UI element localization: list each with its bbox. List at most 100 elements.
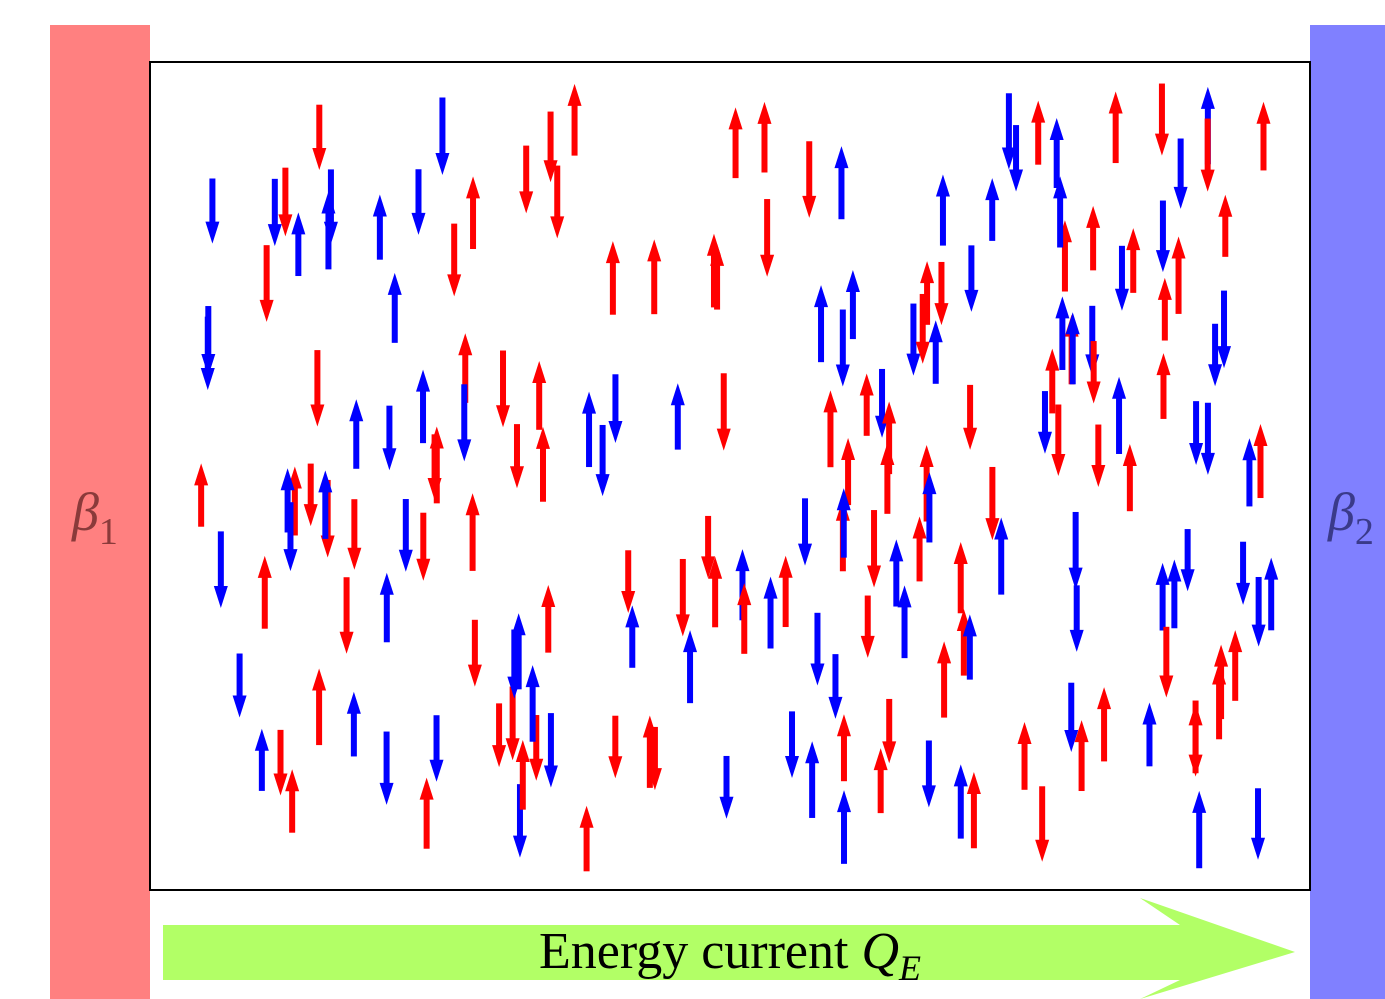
spin-arrow — [267, 178, 282, 247]
arrow-shaft — [291, 487, 298, 536]
arrow-head — [372, 194, 387, 217]
arrow-head — [1212, 662, 1227, 685]
arrow-shaft — [939, 195, 946, 246]
arrow-head — [906, 353, 921, 376]
spin-arrow — [1256, 101, 1271, 171]
arrow-shaft — [431, 434, 438, 480]
spin-arrow — [963, 384, 978, 450]
arrow-head — [964, 289, 979, 312]
spin-arrow — [701, 515, 716, 579]
arrow-head — [278, 214, 293, 237]
spin-arrow — [1049, 117, 1064, 189]
arrow-head — [859, 373, 874, 396]
spin-arrow — [1189, 401, 1204, 465]
arrow-shaft — [1163, 626, 1170, 677]
arrow-head — [647, 239, 662, 262]
arrow-head — [778, 555, 793, 578]
arrow-shaft — [1101, 708, 1108, 762]
arrow-shaft — [462, 354, 469, 403]
arrow-shaft — [806, 141, 813, 197]
arrow-head — [845, 269, 860, 292]
arrow-head — [1256, 101, 1271, 124]
spin-arrow — [966, 771, 981, 849]
spin-arrows — [194, 83, 1279, 872]
spin-arrow — [605, 241, 620, 315]
spin-arrow — [1212, 662, 1227, 740]
spin-arrow — [1200, 402, 1215, 475]
spin-arrow — [760, 199, 775, 277]
arrow-shaft — [720, 373, 727, 430]
spin-arrow — [836, 488, 851, 558]
arrow-shaft — [1069, 333, 1076, 385]
arrow-head — [509, 466, 524, 489]
arrow-shaft — [612, 715, 619, 758]
arrow-head — [529, 758, 544, 781]
arrow-head — [595, 474, 610, 497]
spin-arrow — [1097, 687, 1112, 762]
arrow-shaft — [741, 604, 748, 654]
spin-arrow — [349, 399, 364, 469]
arrow-shaft — [732, 128, 739, 179]
spin-arrow — [1065, 312, 1080, 385]
spin-arrow — [312, 104, 327, 171]
arrow-shaft — [767, 597, 774, 649]
arrow-head — [1122, 443, 1137, 466]
arrow-head — [835, 364, 850, 387]
arrow-head — [966, 771, 981, 794]
arrow-head — [828, 696, 843, 719]
spin-arrow — [1251, 788, 1266, 860]
current-symbol: Q — [861, 923, 899, 980]
arrow-shaft — [761, 122, 768, 173]
spin-arrow — [1264, 557, 1279, 631]
arrow-head — [1086, 205, 1101, 228]
arrow-shaft — [1159, 583, 1166, 631]
arrow-shaft — [263, 245, 270, 301]
arrow-shaft — [1005, 93, 1012, 149]
arrow-head — [919, 445, 934, 468]
spin-arrow — [416, 512, 431, 581]
arrow-shaft — [809, 762, 816, 818]
arrow-head — [882, 401, 897, 424]
arrow-shaft — [423, 798, 430, 849]
arrow-head — [312, 148, 327, 171]
arrow-shaft — [1161, 298, 1168, 341]
arrow-shaft — [420, 512, 427, 560]
arrow-head — [985, 518, 1000, 541]
spin-arrow — [382, 405, 397, 471]
arrow-shaft — [1184, 529, 1191, 571]
arrow-shaft — [1232, 651, 1239, 701]
spin-arrow — [467, 619, 482, 687]
spin-arrow — [994, 517, 1009, 595]
arrow-head — [1126, 228, 1141, 251]
arrow-head — [273, 773, 288, 796]
arrow-head — [834, 146, 849, 169]
arrow-head — [525, 665, 540, 688]
spin-arrow — [512, 784, 527, 858]
spin-arrow — [1253, 423, 1268, 499]
arrow-shaft — [646, 736, 653, 788]
arrow-shaft — [1090, 341, 1097, 383]
arrow-shaft — [1177, 138, 1184, 188]
arrow-shaft — [910, 303, 917, 355]
spin-arrow — [1068, 511, 1083, 590]
arrow-shaft — [612, 374, 619, 422]
arrow-head — [1159, 675, 1174, 698]
spin-arrow — [921, 740, 936, 808]
arrow-head — [347, 547, 362, 570]
spin-arrow — [763, 576, 778, 649]
arrow-head — [1142, 702, 1157, 725]
arrow-shaft — [651, 260, 658, 315]
arrow-head — [532, 361, 547, 384]
spin-arrow — [465, 493, 480, 571]
spin-arrow — [1037, 391, 1052, 454]
spin-arrow — [1051, 404, 1066, 476]
arrow-shaft — [1055, 404, 1062, 455]
spin-arrow — [708, 556, 723, 628]
arrow-head — [1114, 288, 1129, 311]
spin-arrow — [608, 374, 623, 443]
spin-arrow — [1208, 323, 1223, 387]
arrow-head — [889, 539, 904, 562]
arrow-shaft — [500, 350, 507, 407]
arrow-head — [1236, 582, 1251, 605]
arrow-shaft — [1159, 200, 1166, 252]
